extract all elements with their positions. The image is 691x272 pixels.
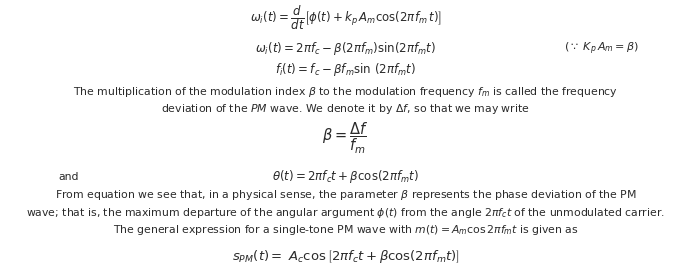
Text: From equation we see that, in a physical sense, the parameter $\beta$ represents: From equation we see that, in a physical… (55, 188, 636, 202)
Text: $\omega_i(t) = 2\pi f_c - \beta(2\pi f_m)\sin(2\pi f_m t)$: $\omega_i(t) = 2\pi f_c - \beta(2\pi f_m… (255, 41, 436, 57)
Text: and: and (59, 172, 79, 182)
Text: The general expression for a single-tone PM wave with $m(t) = A_m\cos 2\pi f_m t: The general expression for a single-tone… (113, 223, 578, 237)
Text: ($\because\; K_p\,A_m = \beta$): ($\because\; K_p\,A_m = \beta$) (564, 41, 638, 57)
Text: $f_i(t) = f_c - \beta f_m\sin\,(2\pi f_m t)$: $f_i(t) = f_c - \beta f_m\sin\,(2\pi f_m… (275, 61, 416, 78)
Text: $s_{PM}(t) = \;A_c\cos\left[2\pi f_c t+\beta\cos(2\pi f_m t)\right]$: $s_{PM}(t) = \;A_c\cos\left[2\pi f_c t+\… (231, 248, 460, 265)
Text: wave; that is, the maximum departure of the angular argument $\phi(t)$ from the : wave; that is, the maximum departure of … (26, 206, 665, 220)
Text: deviation of the $\it{PM}$ wave. We denote it by $\Delta f$, so that we may writ: deviation of the $\it{PM}$ wave. We deno… (161, 102, 530, 116)
Text: $\beta = \dfrac{\Delta f}{f_m}$: $\beta = \dfrac{\Delta f}{f_m}$ (323, 121, 368, 156)
Text: $\theta(t) = 2\pi f_c t+\beta\cos(2\pi f_m t)$: $\theta(t) = 2\pi f_c t+\beta\cos(2\pi f… (272, 168, 419, 185)
Text: $\omega_i(t) = \dfrac{d}{dt}\left[\phi(t)+k_p\,A_m\cos(2\pi f_m\,t)\right]$: $\omega_i(t) = \dfrac{d}{dt}\left[\phi(t… (249, 4, 442, 32)
Text: The multiplication of the modulation index $\beta$ to the modulation frequency $: The multiplication of the modulation ind… (73, 85, 618, 100)
